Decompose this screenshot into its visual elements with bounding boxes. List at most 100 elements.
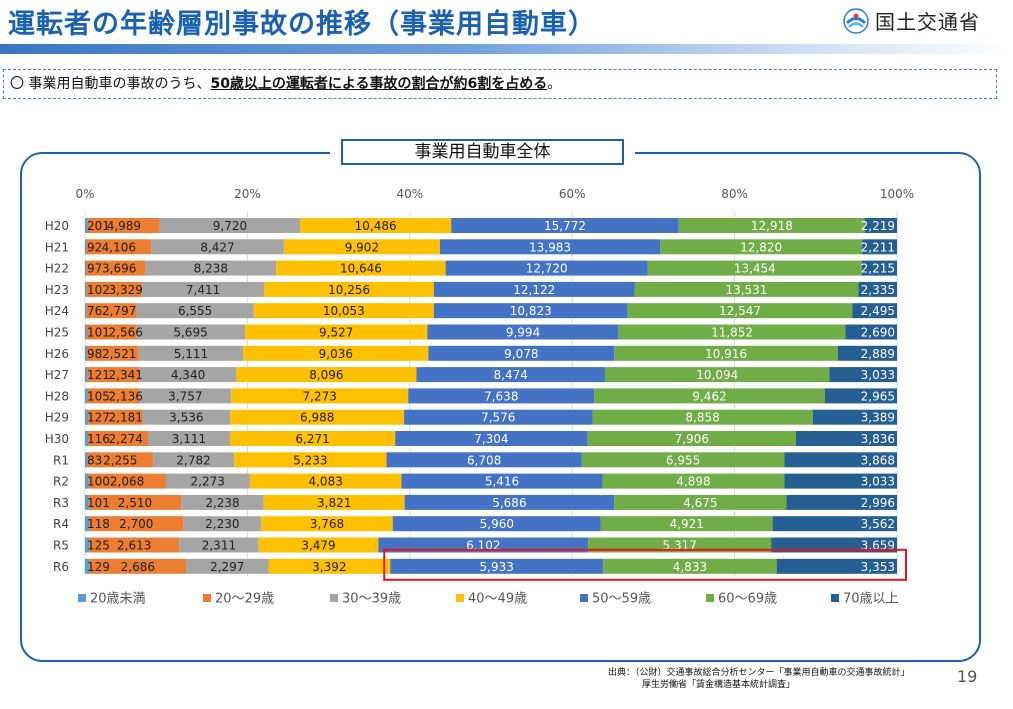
bar-segment	[88, 473, 166, 489]
y-tick-label: H27	[45, 368, 69, 382]
data-label: 2,341	[109, 368, 143, 382]
data-label: 8,096	[309, 368, 343, 382]
y-tick-label: H26	[45, 347, 69, 361]
bar-segment	[87, 218, 160, 233]
bar-segment	[772, 516, 897, 532]
bar-segment	[141, 281, 265, 297]
bar-segment	[864, 218, 897, 233]
data-label: 2,797	[102, 304, 136, 318]
bar-segment	[587, 431, 796, 446]
y-tick-label: R2	[53, 475, 69, 489]
bar-segment	[85, 473, 89, 489]
legend-swatch	[706, 594, 714, 602]
bar-segment	[276, 260, 446, 276]
data-label: 9,078	[504, 347, 538, 361]
legend-swatch	[456, 594, 464, 602]
page-title: 運転者の年齢層別事故の推移（事業用自動車）	[8, 9, 596, 40]
data-label: 5,933	[480, 560, 514, 574]
bar-segment	[85, 367, 88, 383]
bar-segment	[243, 345, 429, 361]
y-tick-label: H21	[45, 240, 69, 254]
data-label: 6,555	[178, 304, 212, 318]
bar-segment	[86, 303, 137, 319]
y-tick-label: H22	[45, 262, 69, 276]
data-label: 7,638	[484, 389, 518, 403]
data-label: 129	[87, 560, 110, 574]
data-label: 9,036	[319, 347, 353, 361]
org-name: 国土交通省	[875, 10, 980, 34]
bar-segment	[85, 409, 89, 425]
data-label: 12,122	[513, 283, 555, 297]
data-label: 5,695	[173, 326, 207, 340]
bar-segment	[88, 431, 148, 446]
data-label: 3,033	[861, 368, 895, 382]
data-label: 2,566	[109, 326, 143, 340]
bar-segment	[179, 537, 259, 553]
bar-segment	[85, 239, 87, 255]
x-tick-label: 40%	[396, 187, 423, 201]
data-label: 2,274	[109, 432, 143, 446]
data-label: 6,955	[666, 453, 700, 467]
bar-segment	[627, 303, 853, 319]
data-label: 10,256	[328, 283, 370, 297]
bar-segment	[386, 452, 582, 468]
bar-segment	[253, 303, 434, 319]
data-label: 2,255	[103, 453, 137, 467]
data-label: 3,536	[169, 411, 203, 425]
data-label: 5,960	[480, 517, 514, 531]
bar-segment	[165, 473, 250, 489]
bar-segment	[87, 388, 140, 404]
data-label: 101	[87, 496, 110, 510]
summary-notice: 〇 事業用自動車の事故のうち、50歳以上の運転者による事故の割合が約6割を占める…	[3, 69, 997, 99]
data-label: 3,696	[102, 262, 136, 276]
data-label: 105	[87, 389, 110, 403]
bar-segment	[85, 260, 87, 276]
data-label: 3,329	[109, 283, 143, 297]
data-label: 102	[87, 283, 110, 297]
data-label: 13,531	[725, 283, 767, 297]
bar-segment	[88, 409, 143, 425]
bar-segment	[812, 409, 897, 425]
notice-text-emphasis: 50歳以上の運転者による事故の割合が約6割を占める	[210, 76, 548, 92]
bar-segment	[249, 473, 402, 489]
legend-swatch	[580, 594, 588, 602]
bar-segment	[824, 388, 897, 404]
bar-segment	[427, 324, 619, 340]
bar-segment	[603, 558, 777, 574]
bar-segment	[181, 494, 264, 510]
bar-segment	[85, 431, 89, 446]
data-label: 11,852	[711, 326, 753, 340]
bar-segment	[86, 324, 137, 340]
page-number: 19	[957, 667, 978, 686]
bar-segment	[858, 281, 897, 297]
bar-segment	[390, 558, 604, 574]
bar-segment	[87, 367, 140, 383]
bar-segment	[86, 239, 152, 255]
bar-segment	[837, 345, 897, 361]
data-label: 121	[87, 368, 110, 382]
bar-segment	[138, 345, 244, 361]
bar-segment	[784, 473, 897, 489]
bar-segment	[845, 324, 897, 340]
bar-segment	[85, 494, 89, 510]
data-label: 2,889	[861, 347, 895, 361]
legend-swatch	[330, 594, 338, 602]
data-label: 116	[87, 432, 110, 446]
y-tick-label: H30	[45, 432, 69, 446]
data-label: 8,474	[494, 368, 528, 382]
data-label: 2,297	[210, 560, 244, 574]
bar-segment	[614, 494, 787, 510]
bar-segment	[439, 239, 661, 255]
bar-segment	[404, 494, 615, 510]
data-label: 10,823	[510, 304, 552, 318]
bar-segment	[89, 558, 187, 574]
bar-segment	[85, 303, 87, 319]
data-label: 76	[87, 304, 102, 318]
bar-segment	[771, 537, 897, 553]
data-label: 2,510	[118, 496, 152, 510]
data-label: 3,392	[312, 560, 346, 574]
data-label: 2,521	[102, 347, 136, 361]
highlight-box	[383, 548, 907, 581]
bar-segment	[87, 345, 139, 361]
x-tick-label: 0%	[75, 187, 94, 201]
